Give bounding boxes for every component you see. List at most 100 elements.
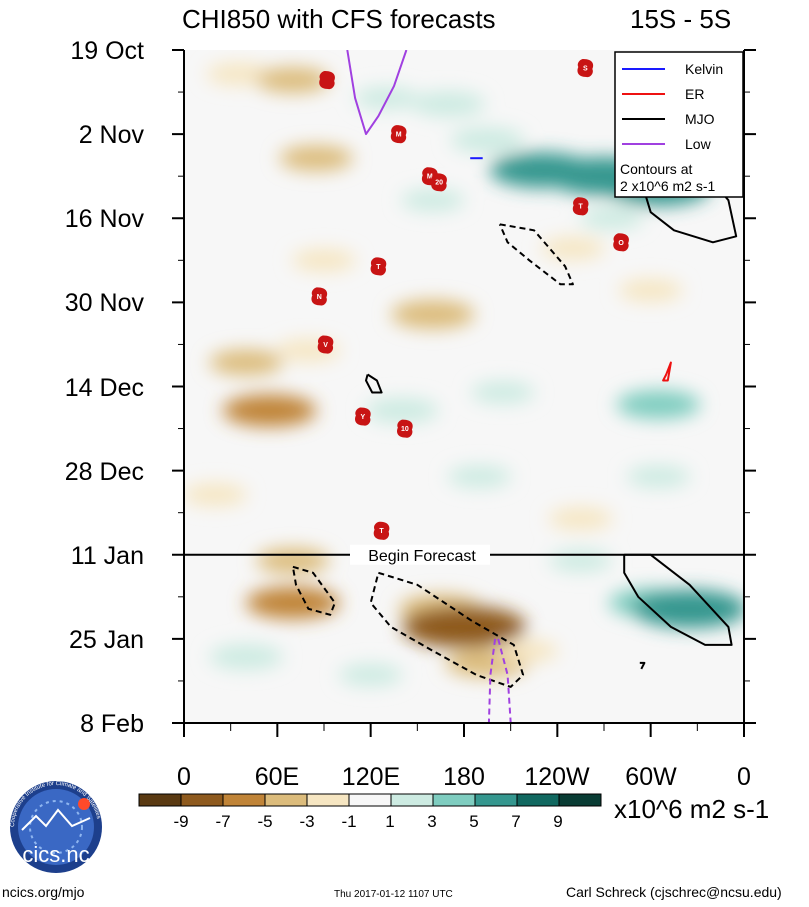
anomaly-cell: [626, 465, 691, 488]
storm-label: O: [618, 240, 624, 247]
x-tick-label: 120W: [524, 763, 590, 791]
storm-marker-icon: 10: [397, 419, 413, 438]
y-tick-label: 25 Jan: [69, 626, 144, 654]
storm-swirl: [397, 419, 413, 438]
legend-low-label: Low: [685, 136, 712, 152]
anomaly-cell: [279, 145, 354, 171]
forecast-label-bg: [350, 544, 490, 565]
cics-logo: Cooperative Institute for Climate and Sa…: [10, 781, 102, 873]
anomaly-cell: [338, 663, 403, 687]
anomaly-cell: [548, 507, 613, 530]
anomaly-cell: [209, 644, 284, 670]
contour-low: [487, 638, 497, 723]
colorbar-label: 7: [511, 812, 520, 831]
colorbar-swatch: [348, 793, 392, 807]
forecast-label: Begin Forecast: [368, 548, 476, 565]
anomaly-cell: [494, 639, 559, 663]
y-tick-label: 16 Nov: [65, 205, 145, 233]
chart-title: CHI850 with CFS forecasts: [182, 4, 496, 34]
storm-label: M: [427, 174, 433, 181]
y-tick-label: 2 Nov: [79, 121, 145, 149]
x-tick-label: 120E: [342, 763, 400, 791]
storm-swirl: [572, 197, 589, 216]
storm-label: M: [396, 132, 402, 139]
x-tick-label: 0: [737, 763, 751, 791]
anomaly-cell: [540, 237, 605, 260]
colorbar-swatch: [264, 793, 308, 807]
logo-orbit: [29, 800, 83, 854]
colorbar-swatch: [474, 793, 518, 807]
anomaly-cell: [292, 249, 356, 272]
colorbar-swatch: [222, 793, 266, 807]
y-tick-label: 11 Jan: [71, 542, 144, 570]
contour-mjo: [365, 373, 383, 394]
footer-timestamp: Thu 2017-01-12 1107 UTC: [334, 889, 453, 900]
colorbar-swatch: [432, 793, 476, 807]
anomaly-cell: [206, 62, 271, 86]
storm-marker-icon: V: [317, 335, 334, 354]
storm-marker-icon: O: [613, 233, 629, 252]
x-tick-label: 0: [177, 763, 191, 791]
axis-ticks: [172, 49, 756, 737]
legend-box: [614, 51, 744, 198]
colorbar-swatch: [306, 793, 350, 807]
contour-low: [497, 638, 512, 723]
storm-swirl: [311, 287, 328, 306]
anomaly-cell: [618, 279, 683, 302]
colorbar-label: 1: [385, 812, 394, 831]
storm-marker-icon: N: [311, 287, 328, 306]
legend-mjo-label: MJO: [685, 111, 715, 127]
y-tick-label: 19 Oct: [70, 37, 144, 65]
anomaly-cell: [184, 483, 248, 506]
colorbar-label: -7: [215, 812, 230, 831]
storm-swirl: [370, 257, 387, 276]
colorbar: [138, 793, 602, 807]
anomaly-cell: [364, 397, 439, 424]
anomaly-cell: [579, 207, 644, 230]
colorbar-swatch: [180, 793, 224, 807]
x-tick-labels: 0 60E 120E 180 120W 60W 0: [177, 763, 751, 791]
anomaly-cell: [390, 299, 475, 329]
contour-mjo: [639, 661, 646, 670]
colorbar-label: 3: [427, 812, 436, 831]
legend-note-line2: 2 x10^6 m2 s-1: [620, 178, 715, 194]
colorbar-swatch: [138, 793, 182, 807]
storm-label: N: [317, 294, 322, 301]
anomaly-cell: [447, 465, 512, 488]
logo-text: cics.nc: [22, 842, 89, 867]
anomaly-cell: [548, 549, 613, 572]
storm-label: Y: [361, 414, 366, 421]
contour-mjo: [623, 553, 733, 646]
storm-marker-icon: 20: [431, 173, 447, 192]
colorbar-swatch: [516, 793, 560, 807]
anomaly-cell: [255, 547, 330, 574]
contour-low: [346, 50, 408, 136]
region-label: 15S - 5S: [630, 4, 731, 34]
x-tick-label: 60E: [255, 763, 299, 791]
anomaly-cell: [632, 589, 744, 629]
y-tick-label: 30 Nov: [65, 289, 145, 317]
storm-marker-icon: T: [373, 521, 390, 540]
storm-label: 10: [401, 426, 409, 433]
y-tick-label: 14 Dec: [65, 374, 144, 402]
anomaly-cell: [470, 381, 535, 404]
legend: Kelvin ER MJO Low Contours at 2 x10^6 m2…: [614, 51, 744, 198]
y-tick-label: 8 Feb: [80, 710, 144, 738]
footer-url: ncics.org/mjo: [2, 884, 85, 900]
colorbar-label: -3: [299, 812, 314, 831]
x-tick-label: 60W: [625, 763, 677, 791]
storm-swirl: [319, 71, 335, 90]
legend-note-line1: Contours at: [620, 161, 692, 177]
contour-er: [662, 361, 672, 382]
logo-sun-icon: [78, 798, 90, 810]
storm-swirl: [577, 59, 594, 78]
colorbar-labels: -9 -7 -5 -3 -1 1 3 5 7 9: [173, 812, 562, 831]
storm-label: T: [379, 528, 384, 535]
contour-mjo: [369, 571, 525, 688]
anomaly-cell: [255, 67, 330, 93]
contour-mjo: [291, 565, 336, 616]
storm-marker-icon: S: [577, 59, 594, 78]
storm-label: T: [579, 204, 584, 211]
anomaly-cell: [222, 394, 317, 427]
